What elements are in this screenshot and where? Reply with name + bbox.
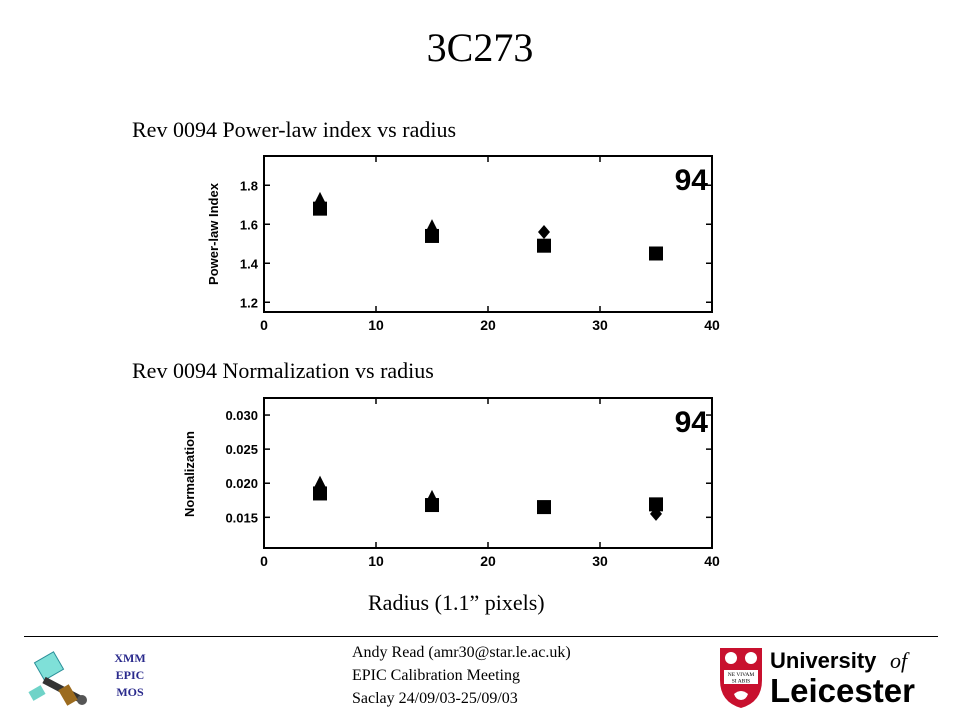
footer-author: Andy Read (amr30@star.le.ac.uk) xyxy=(352,644,571,661)
caption-normalization: Rev 0094 Normalization vs radius xyxy=(132,358,434,383)
plot-annotation: 94 xyxy=(675,164,709,197)
data-point-triangle xyxy=(313,475,327,490)
data-point-square xyxy=(537,500,551,515)
caption-powerlaw: Rev 0094 Power-law index vs radius xyxy=(132,117,457,142)
university-word: University xyxy=(770,648,877,673)
x-tick-label: 40 xyxy=(704,553,720,569)
x-tick-label: 10 xyxy=(368,317,384,333)
data-point-triangle xyxy=(313,191,327,206)
xmm-satellite-logo xyxy=(28,651,87,706)
x-tick-label: 30 xyxy=(592,317,608,333)
data-point-square xyxy=(649,246,663,261)
xmm-epic-mos-label: XMM EPIC MOS xyxy=(104,650,156,701)
footer-divider xyxy=(24,636,938,637)
footer-meeting: EPIC Calibration Meeting xyxy=(352,667,520,684)
university-of-leicester-logo: NE VIVAM SI ABIS University of Leicester xyxy=(720,648,915,709)
data-point-square xyxy=(537,238,551,253)
x-tick-label: 40 xyxy=(704,317,720,333)
of-word: of xyxy=(890,648,910,673)
crest-motto-1: NE VIVAM xyxy=(728,672,755,678)
y-axis-label: Power-law Index xyxy=(206,182,221,285)
xaxis-caption: Radius (1.1” pixels) xyxy=(368,590,545,615)
footer-date: Saclay 24/09/03-25/09/03 xyxy=(352,690,518,707)
x-tick-label: 30 xyxy=(592,553,608,569)
crest-icon: NE VIVAM SI ABIS xyxy=(720,648,762,708)
x-tick-label: 20 xyxy=(480,317,496,333)
y-axis-label: Normalization xyxy=(182,431,197,517)
xmm-label: XMM xyxy=(114,651,146,665)
y-tick-label: 1.4 xyxy=(240,256,259,271)
footer-text: Andy Read (amr30@star.le.ac.uk) EPIC Cal… xyxy=(352,641,571,710)
y-tick-label: 0.020 xyxy=(225,476,258,491)
y-tick-label: 1.8 xyxy=(240,178,258,193)
data-point-triangle xyxy=(425,219,439,234)
y-tick-label: 0.025 xyxy=(225,442,258,457)
x-tick-label: 20 xyxy=(480,553,496,569)
satellite-icon xyxy=(28,651,87,706)
data-point-square xyxy=(313,486,327,501)
y-tick-label: 1.6 xyxy=(240,217,258,232)
data-point-diamond xyxy=(538,225,550,240)
data-point-diamond xyxy=(650,506,662,521)
leicester-word: Leicester xyxy=(770,672,915,709)
data-point-triangle xyxy=(425,489,439,504)
data-point-square xyxy=(649,497,663,512)
plot-frame xyxy=(263,397,713,549)
y-tick-label: 0.015 xyxy=(225,510,258,525)
slide-title: 3C273 xyxy=(426,25,534,70)
y-tick-label: 1.2 xyxy=(240,295,258,310)
crest-motto-2: SI ABIS xyxy=(732,679,751,685)
x-tick-label: 0 xyxy=(260,553,268,569)
x-tick-label: 0 xyxy=(260,317,268,333)
epic-label: EPIC xyxy=(115,668,145,682)
x-tick-label: 10 xyxy=(368,553,384,569)
mos-label: MOS xyxy=(116,685,144,699)
y-tick-label: 0.030 xyxy=(225,408,258,423)
plot-annotation: 94 xyxy=(675,406,709,439)
